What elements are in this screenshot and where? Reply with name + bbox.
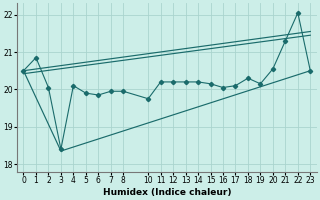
X-axis label: Humidex (Indice chaleur): Humidex (Indice chaleur)	[103, 188, 231, 197]
